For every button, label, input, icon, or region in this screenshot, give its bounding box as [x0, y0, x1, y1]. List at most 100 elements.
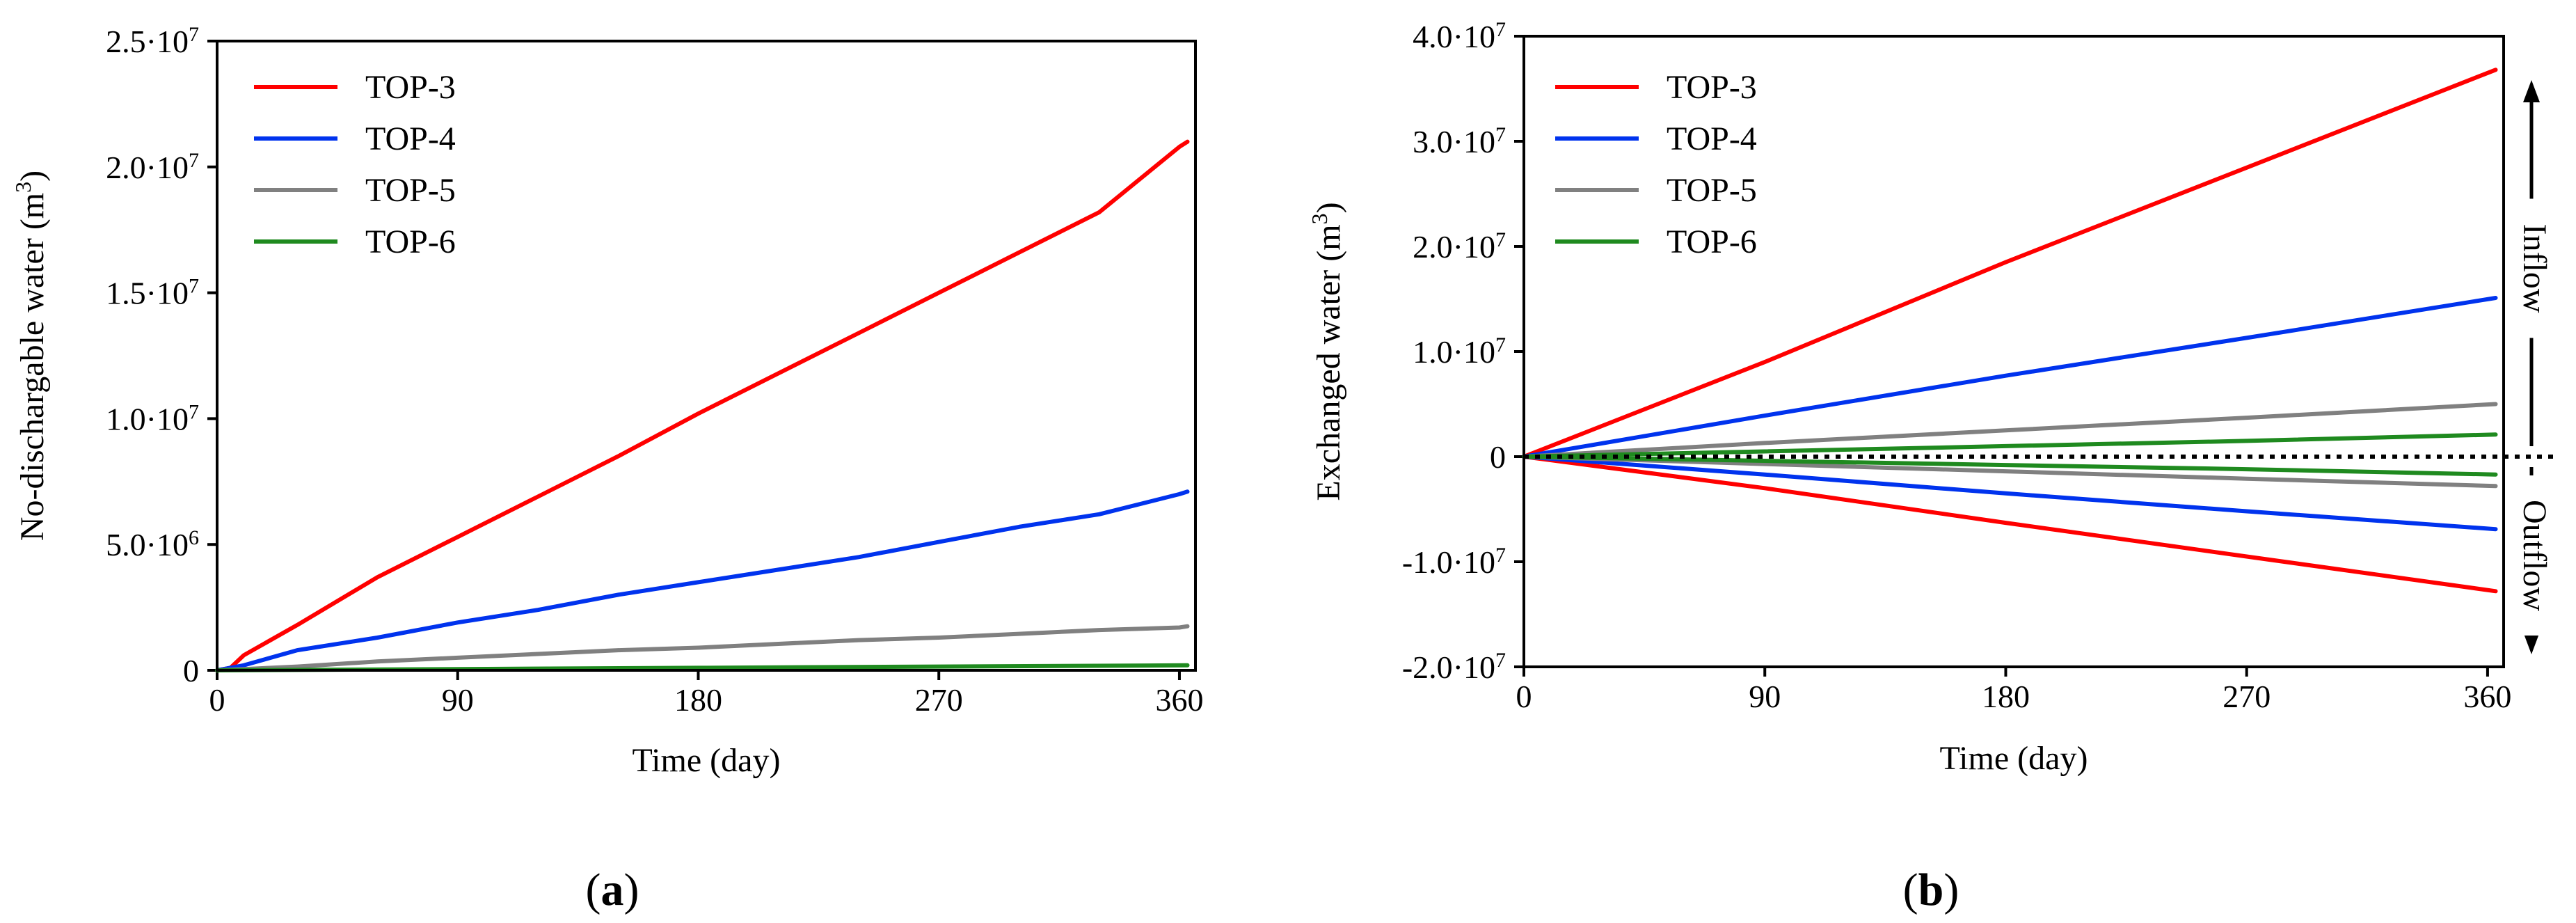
chart-a-x-axis-title: Time (day): [633, 742, 781, 779]
chart-a-y-tick-label-exponent: 7: [189, 23, 199, 46]
chart-a-y-tick-label: 1.0·107: [106, 400, 199, 437]
chart-b-x-tick-label: 90: [1749, 679, 1781, 714]
chart-a-y-tick-label-base: 0: [183, 653, 199, 688]
chart-a-x-tick-label: 180: [674, 682, 722, 718]
chart-b-y-tick-label-exponent: 7: [1495, 228, 1506, 251]
chart-b-y-tick-label-base: -1.0·10: [1402, 544, 1495, 580]
chart-a-panel-label: (a): [586, 865, 639, 915]
chart-b-legend-top-4-label: TOP-4: [1667, 120, 1757, 157]
chart-b-series-top-6-outflow: [1522, 455, 2498, 477]
inflow-label-background: [2511, 198, 2552, 338]
chart-a-panel-label-open: (: [586, 865, 601, 915]
chart-a-y-tick-label-exponent: 6: [189, 526, 199, 549]
chart-a-series-top-5: [215, 624, 1190, 672]
chart-a-series-top-3: [215, 139, 1190, 672]
chart-b-y-tick-label-exponent: 7: [1495, 649, 1506, 672]
chart-a-legend-top-3-label: TOP-3: [365, 69, 456, 106]
chart-b-y-axis-title-text: Exchanged water (m: [1310, 224, 1347, 500]
chart-b-y-tick-label-base: 1.0·10: [1413, 334, 1495, 370]
chart-b-y-tick-label-base: 3.0·10: [1413, 124, 1495, 159]
chart-b-x-tick-label: 180: [1982, 679, 2030, 714]
chart-b-y-axis-title-close: ): [1310, 202, 1347, 213]
chart-a-y-tick-label-exponent: 7: [189, 400, 199, 423]
chart-b-series-top-3: [1522, 68, 2498, 459]
chart-b-series-top-4: [1522, 296, 2498, 459]
chart-b-y-tick-label-base: 0: [1490, 439, 1506, 475]
chart-b-series: [1522, 68, 2498, 594]
chart-b-series-top-5-outflow: [1522, 455, 2498, 489]
chart-b-flow-annotations: Inflow Outflow: [2511, 80, 2553, 654]
chart-a-y-tick-label-base: 1.5·10: [106, 276, 189, 311]
chart-a-legend-top-6-label: TOP-6: [365, 223, 456, 260]
chart-b-x-axis-title: Time (day): [1940, 740, 2088, 777]
chart-a-y-axis-title: No-dischargable water (m3): [10, 171, 51, 541]
chart-b-legend-top-6-label: TOP-6: [1667, 223, 1757, 260]
chart-b-series-top-5: [1522, 402, 2498, 459]
chart-b-y-tick-label: 1.0·107: [1413, 333, 1506, 370]
chart-b-y-tick-label: -1.0·107: [1402, 544, 1506, 581]
chart-a-y-tick-label: 0: [183, 653, 199, 688]
chart-b-ticks: 0 90 180 270 360-2.0·107-1.0·10701.0·1072.0·…: [1402, 18, 2512, 715]
chart-a-legend-top-5-label: TOP-5: [365, 172, 456, 209]
chart-a-y-tick-label: 5.0·106: [106, 526, 199, 563]
chart-a-x-tick-label: 360: [1155, 682, 1203, 718]
chart-b-y-tick-label-base: -2.0·10: [1402, 649, 1495, 685]
chart-a-y-tick-label-base: 2.5·10: [106, 24, 189, 59]
inflow-arrow-head: [2523, 80, 2540, 102]
chart-b-series-top-4-outflow: [1522, 455, 2498, 532]
outflow-label-background: [2511, 475, 2552, 636]
chart-b-y-tick-label: -2.0·107: [1402, 649, 1506, 686]
chart-b-panel-label-open: (: [1903, 865, 1918, 915]
chart-a-y-tick-label-base: 2.0·10: [106, 150, 189, 185]
chart-a-y-axis-title-unit-exponent: 3: [10, 182, 35, 193]
chart-a-y-axis-title-text: No-dischargable water (m: [14, 193, 51, 541]
chart-a-y-tick-label-exponent: 7: [189, 274, 199, 297]
chart-a-x-tick-label: 0: [209, 682, 225, 718]
chart-a-legend-top-4-label: TOP-4: [365, 120, 456, 157]
chart-a-y-tick-label-exponent: 7: [189, 148, 199, 171]
chart-b-legend: TOP-3 TOP-4 TOP-5 TOP-6: [1555, 69, 1757, 260]
chart-b-y-tick-label: 4.0·107: [1413, 18, 1506, 55]
chart-b-y-tick-label-base: 4.0·10: [1413, 19, 1495, 54]
outflow-label: Outflow: [2516, 500, 2553, 611]
chart-a-series-top-4: [215, 489, 1190, 672]
outflow-arrow-head: [2523, 632, 2540, 654]
chart-b-y-tick-label-base: 2.0·10: [1413, 229, 1495, 265]
chart-b-y-tick-label-exponent: 7: [1495, 18, 1506, 41]
chart-b-y-tick-label: 0: [1490, 439, 1506, 475]
chart-b-legend-top-3-label: TOP-3: [1667, 69, 1757, 106]
chart-b-y-tick-label: 2.0·107: [1413, 228, 1506, 265]
chart-b-y-axis-title: Exchanged water (m3): [1307, 202, 1347, 500]
chart-b-series-top-6: [1522, 432, 2498, 459]
chart-b: 0 90 180 270 360-2.0·107-1.0·10701.0·1072.0·…: [1307, 18, 2554, 915]
chart-b-panel-label-close: ): [1943, 865, 1959, 915]
chart-a-y-tick-label: 2.5·107: [106, 23, 199, 60]
chart-a: 0 90 180 270 36005.0·1061.0·1071.5·1072.0·10…: [10, 23, 1203, 916]
chart-a-ticks: 0 90 180 270 36005.0·1061.0·1071.5·1072.0·10…: [106, 23, 1203, 718]
chart-a-x-tick-label: 90: [442, 682, 474, 718]
chart-b-x-tick-label: 0: [1516, 679, 1532, 714]
chart-a-y-axis-title-close: ): [14, 171, 51, 182]
chart-b-frame: [1522, 35, 2505, 668]
chart-a-y-tick-label-base: 5.0·10: [106, 527, 189, 562]
chart-b-panel-label: (b): [1903, 865, 1959, 915]
chart-a-panel-label-close: ): [624, 865, 639, 915]
chart-b-y-tick-label: 3.0·107: [1413, 123, 1506, 160]
chart-a-legend: TOP-3 TOP-4 TOP-5 TOP-6: [254, 69, 456, 260]
chart-b-series-top-3-outflow: [1522, 455, 2498, 594]
chart-b-y-tick-label-exponent: 7: [1495, 544, 1506, 567]
chart-a-y-tick-label-base: 1.0·10: [106, 401, 189, 436]
inflow-label: Inflow: [2516, 224, 2553, 313]
chart-b-y-tick-label-exponent: 7: [1495, 333, 1506, 356]
chart-a-series: [215, 139, 1190, 672]
chart-b-x-tick-label: 270: [2223, 679, 2271, 714]
chart-b-legend-top-5-label: TOP-5: [1667, 172, 1757, 209]
chart-b-x-tick-label: 360: [2463, 679, 2511, 714]
chart-b-panel-label-letter: b: [1918, 865, 1944, 915]
chart-a-frame: [216, 40, 1197, 672]
chart-a-x-tick-label: 270: [915, 682, 963, 718]
chart-a-y-tick-label: 1.5·107: [106, 274, 199, 311]
chart-b-y-axis-title-unit-exponent: 3: [1307, 213, 1332, 224]
chart-b-y-tick-label-exponent: 7: [1495, 123, 1506, 146]
